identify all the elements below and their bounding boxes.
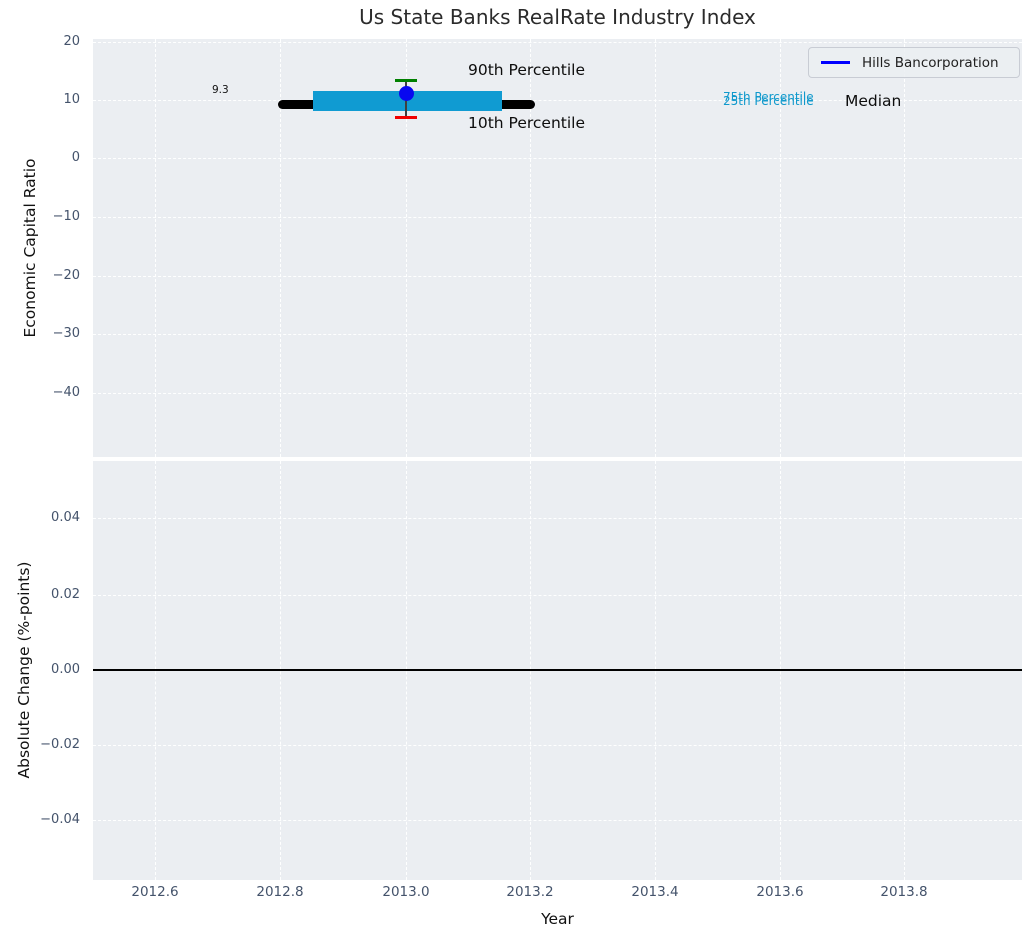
p25-label: 25th Percentile [723, 94, 814, 108]
p90-label: 90th Percentile [468, 61, 586, 79]
gridline-v [904, 39, 905, 457]
xtick: 2013.4 [631, 884, 679, 900]
gridline-v [280, 39, 281, 457]
ytick-top: −30 [52, 326, 80, 341]
xtick: 2013.2 [506, 884, 554, 900]
ytick-top: 10 [63, 92, 80, 107]
gridline-h [93, 595, 1022, 596]
iqr-box [313, 91, 502, 111]
gridline-h [93, 42, 1022, 43]
gridline-h [93, 158, 1022, 159]
x-axis-label: Year [541, 910, 574, 928]
gridline-h [93, 217, 1022, 218]
p75-label: 75th Percentile [723, 90, 814, 104]
gridline-h [93, 745, 1022, 746]
gridline-h [93, 100, 1022, 101]
gridline-h [93, 518, 1022, 519]
ytick-bottom: −0.02 [40, 737, 80, 752]
gridline-v [406, 39, 407, 457]
p90-cap [395, 79, 417, 82]
xtick: 2013.8 [880, 884, 928, 900]
gridline-h [93, 276, 1022, 277]
zero-reference-line [93, 669, 1022, 671]
legend: Hills Bancorporation [808, 47, 1020, 78]
ytick-bottom: 0.00 [51, 662, 80, 677]
ytick-top: −10 [52, 209, 80, 224]
gridline-h [93, 334, 1022, 335]
gridline-v [530, 39, 531, 457]
gridline-h [93, 393, 1022, 394]
top-axes [93, 39, 1022, 457]
bottom-y-axis-label: Absolute Change (%-points) [15, 561, 33, 779]
gridline-v [155, 39, 156, 457]
xtick: 2012.8 [256, 884, 304, 900]
ytick-top: −20 [52, 268, 80, 283]
median-value-label: 9.3 [212, 84, 229, 96]
xtick: 2013.6 [756, 884, 804, 900]
bottom-axes [93, 461, 1022, 880]
median-text-label: Median [845, 92, 902, 110]
gridline-h [93, 820, 1022, 821]
ytick-bottom: 0.02 [51, 587, 80, 602]
xtick: 2012.6 [131, 884, 179, 900]
legend-line-icon [821, 61, 850, 64]
gridline-v [655, 39, 656, 457]
ytick-top: −40 [52, 385, 80, 400]
gridline-v [780, 39, 781, 457]
xtick: 2013.0 [382, 884, 430, 900]
company-marker [399, 86, 414, 101]
chart-title: Us State Banks RealRate Industry Index [359, 5, 756, 29]
top-y-axis-label: Economic Capital Ratio [21, 158, 39, 338]
ytick-bottom: 0.04 [51, 510, 80, 525]
ytick-top: 0 [71, 150, 80, 165]
ytick-bottom: −0.04 [40, 812, 80, 827]
p10-label: 10th Percentile [468, 114, 586, 132]
ytick-top: 20 [63, 34, 80, 49]
legend-label: Hills Bancorporation [862, 54, 999, 71]
p10-cap [395, 116, 417, 119]
